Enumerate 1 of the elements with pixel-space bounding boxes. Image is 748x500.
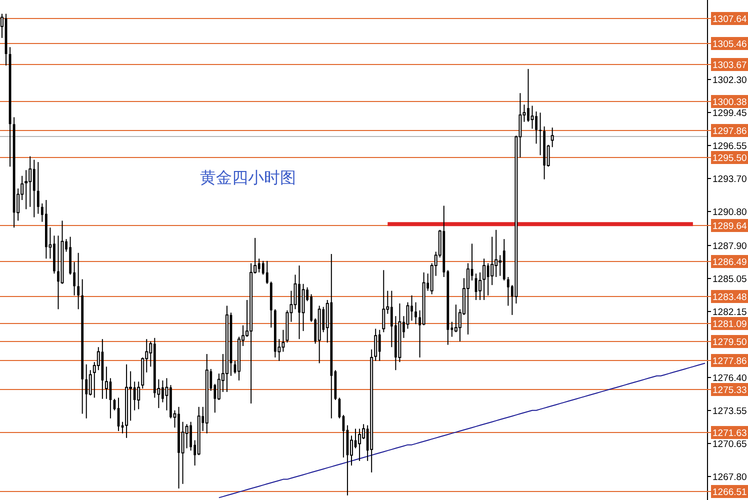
title: 黄金四小时图 [200, 168, 296, 187]
